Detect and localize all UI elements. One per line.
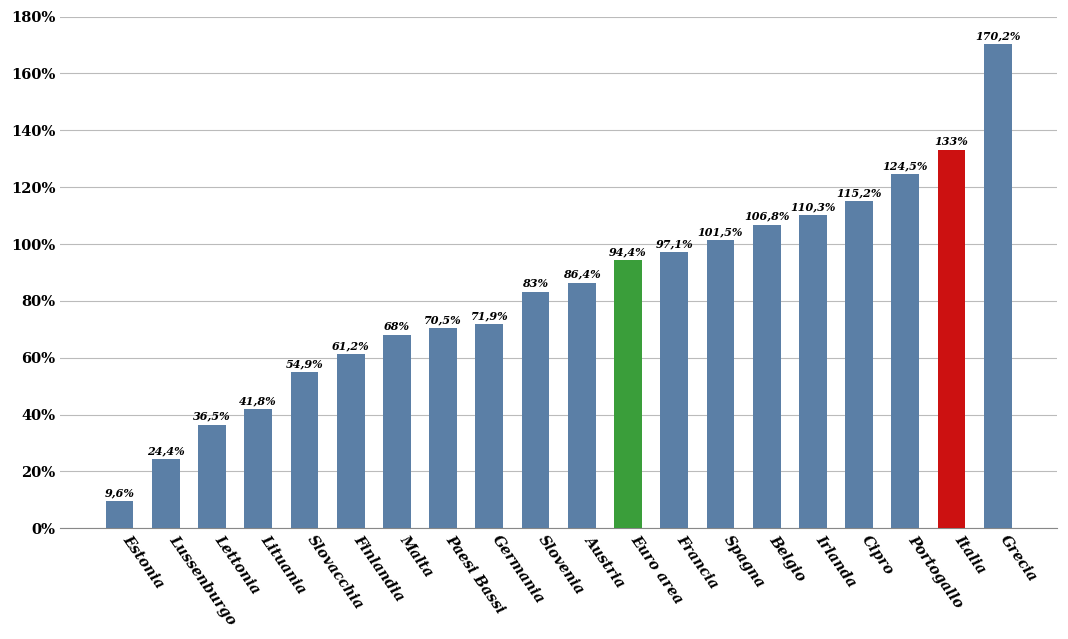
Text: 54,9%: 54,9%	[285, 358, 324, 369]
Text: 133%: 133%	[934, 136, 969, 148]
Text: 24,4%: 24,4%	[147, 445, 185, 456]
Bar	[475, 324, 503, 528]
Text: 71,9%: 71,9%	[471, 310, 508, 321]
Bar	[245, 410, 272, 528]
Bar	[660, 252, 688, 528]
Bar	[938, 150, 965, 528]
Bar	[429, 328, 457, 528]
Text: 106,8%: 106,8%	[744, 211, 789, 222]
Text: 170,2%: 170,2%	[975, 31, 1021, 42]
Bar	[707, 240, 735, 528]
Bar	[199, 424, 226, 528]
Text: 115,2%: 115,2%	[836, 187, 882, 198]
Bar	[984, 45, 1011, 528]
Text: 124,5%: 124,5%	[882, 160, 928, 171]
Text: 94,4%: 94,4%	[609, 246, 647, 257]
Text: 97,1%: 97,1%	[656, 238, 693, 249]
Text: 9,6%: 9,6%	[105, 487, 135, 498]
Bar	[845, 201, 873, 528]
Bar	[568, 282, 596, 528]
Bar	[614, 260, 642, 528]
Text: 110,3%: 110,3%	[790, 201, 835, 212]
Bar	[753, 225, 781, 528]
Bar	[521, 292, 549, 528]
Bar	[383, 335, 411, 528]
Bar	[892, 174, 920, 528]
Text: 86,4%: 86,4%	[563, 269, 600, 280]
Text: 83%: 83%	[522, 279, 549, 289]
Bar	[106, 501, 134, 528]
Bar	[336, 354, 364, 528]
Text: 70,5%: 70,5%	[424, 314, 462, 325]
Text: 41,8%: 41,8%	[239, 396, 278, 406]
Text: 36,5%: 36,5%	[193, 411, 231, 422]
Text: 101,5%: 101,5%	[697, 226, 743, 237]
Text: 61,2%: 61,2%	[332, 341, 370, 351]
Bar	[152, 459, 179, 528]
Bar	[799, 215, 827, 528]
Text: 68%: 68%	[383, 321, 410, 332]
Bar	[290, 372, 318, 528]
